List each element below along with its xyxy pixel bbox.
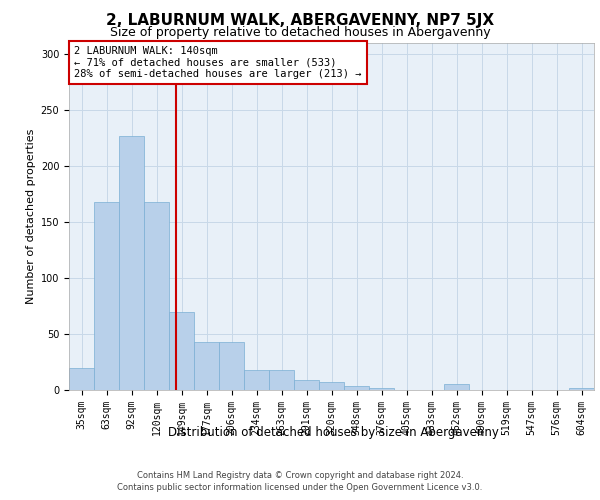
Text: 2 LABURNUM WALK: 140sqm
← 71% of detached houses are smaller (533)
28% of semi-d: 2 LABURNUM WALK: 140sqm ← 71% of detache… [74,46,362,79]
Y-axis label: Number of detached properties: Number of detached properties [26,128,37,304]
Bar [319,382,344,390]
Text: Distribution of detached houses by size in Abergavenny: Distribution of detached houses by size … [167,426,499,439]
Bar [269,370,294,390]
Bar [144,202,169,390]
Bar [294,380,319,390]
Bar [569,388,594,390]
Bar [119,136,144,390]
Text: Size of property relative to detached houses in Abergavenny: Size of property relative to detached ho… [110,26,490,39]
Bar [244,370,269,390]
Bar [94,202,119,390]
Text: 2, LABURNUM WALK, ABERGAVENNY, NP7 5JX: 2, LABURNUM WALK, ABERGAVENNY, NP7 5JX [106,12,494,28]
Bar [169,312,194,390]
Text: Contains public sector information licensed under the Open Government Licence v3: Contains public sector information licen… [118,483,482,492]
Bar [369,388,394,390]
Bar [344,386,369,390]
Text: Contains HM Land Registry data © Crown copyright and database right 2024.: Contains HM Land Registry data © Crown c… [137,472,463,480]
Bar [444,384,469,390]
Bar [194,342,219,390]
Bar [219,342,244,390]
Bar [69,368,94,390]
